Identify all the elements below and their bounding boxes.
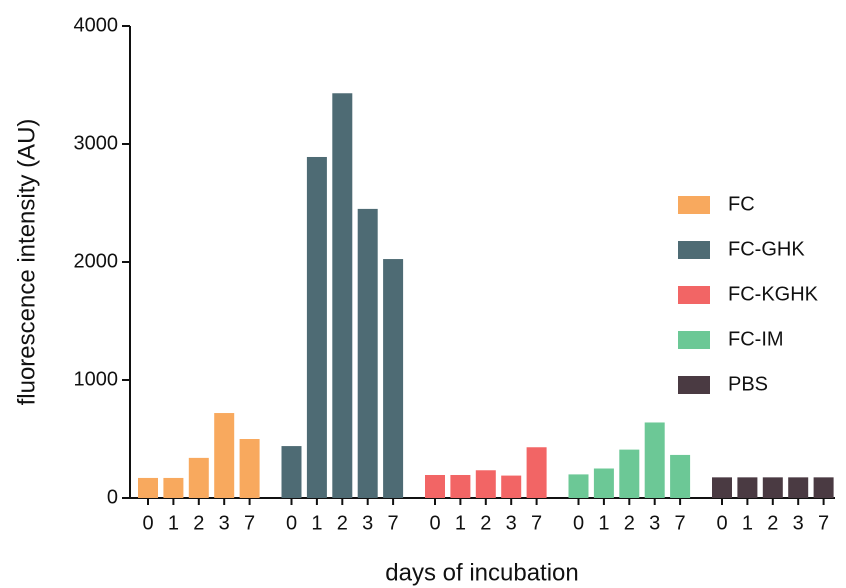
x-tick-label: 7 bbox=[244, 512, 255, 534]
x-tick-label: 7 bbox=[818, 512, 829, 534]
legend-label: PBS bbox=[728, 373, 768, 395]
x-tick-label: 7 bbox=[388, 512, 399, 534]
x-tick-label: 0 bbox=[429, 512, 440, 534]
bar bbox=[568, 474, 589, 498]
bar bbox=[281, 446, 302, 498]
x-tick-label: 0 bbox=[286, 512, 297, 534]
x-tick-label: 0 bbox=[573, 512, 584, 534]
x-tick-label: 3 bbox=[219, 512, 230, 534]
bar bbox=[526, 447, 547, 498]
bar bbox=[670, 454, 691, 498]
legend-label: FC-IM bbox=[728, 328, 784, 350]
legend-swatch bbox=[678, 376, 710, 394]
x-tick-label: 2 bbox=[624, 512, 635, 534]
y-tick-label: 0 bbox=[107, 486, 118, 508]
x-tick-label: 1 bbox=[598, 512, 609, 534]
bar bbox=[475, 470, 496, 498]
x-tick-label: 1 bbox=[455, 512, 466, 534]
x-tick-label: 2 bbox=[767, 512, 778, 534]
legend-label: FC-GHK bbox=[728, 238, 805, 260]
legend-swatch bbox=[678, 286, 710, 304]
bar bbox=[332, 93, 353, 498]
y-tick-label: 4000 bbox=[74, 14, 119, 36]
x-tick-label: 2 bbox=[480, 512, 491, 534]
x-tick-label: 7 bbox=[531, 512, 542, 534]
bar bbox=[306, 156, 327, 499]
legend-swatch bbox=[678, 331, 710, 349]
y-tick-label: 3000 bbox=[74, 132, 119, 154]
bar bbox=[813, 477, 834, 498]
x-tick-label: 1 bbox=[168, 512, 179, 534]
bar bbox=[593, 468, 614, 498]
x-tick-label: 3 bbox=[506, 512, 517, 534]
x-tick-label: 0 bbox=[142, 512, 153, 534]
bar bbox=[383, 259, 404, 498]
bar bbox=[450, 474, 471, 498]
legend-swatch bbox=[678, 196, 710, 214]
x-axis-label: days of incubation bbox=[385, 559, 578, 586]
x-tick-label: 2 bbox=[193, 512, 204, 534]
bar bbox=[138, 477, 158, 498]
bar bbox=[357, 208, 378, 498]
bar bbox=[163, 477, 184, 498]
x-tick-label: 0 bbox=[716, 512, 727, 534]
x-tick-label: 3 bbox=[649, 512, 660, 534]
bar bbox=[788, 477, 809, 498]
bar bbox=[425, 474, 445, 498]
legend-label: FC bbox=[728, 193, 755, 215]
bar bbox=[239, 439, 260, 498]
bar bbox=[762, 477, 783, 498]
bar bbox=[188, 457, 209, 498]
bar bbox=[644, 422, 665, 498]
x-tick-label: 1 bbox=[742, 512, 753, 534]
x-tick-label: 2 bbox=[337, 512, 348, 534]
bar bbox=[214, 413, 235, 498]
legend-label: FC-KGHK bbox=[728, 283, 819, 305]
legend-swatch bbox=[678, 241, 710, 259]
x-tick-label: 3 bbox=[362, 512, 373, 534]
x-tick-label: 7 bbox=[675, 512, 686, 534]
y-tick-label: 1000 bbox=[74, 368, 119, 390]
y-axis-label: fluorescence intensity (AU) bbox=[13, 119, 40, 406]
y-tick-label: 2000 bbox=[74, 250, 119, 272]
bar bbox=[712, 477, 732, 498]
bar bbox=[619, 449, 640, 498]
bar bbox=[737, 477, 758, 498]
bar bbox=[501, 475, 522, 498]
x-tick-label: 1 bbox=[311, 512, 322, 534]
x-tick-label: 3 bbox=[793, 512, 804, 534]
